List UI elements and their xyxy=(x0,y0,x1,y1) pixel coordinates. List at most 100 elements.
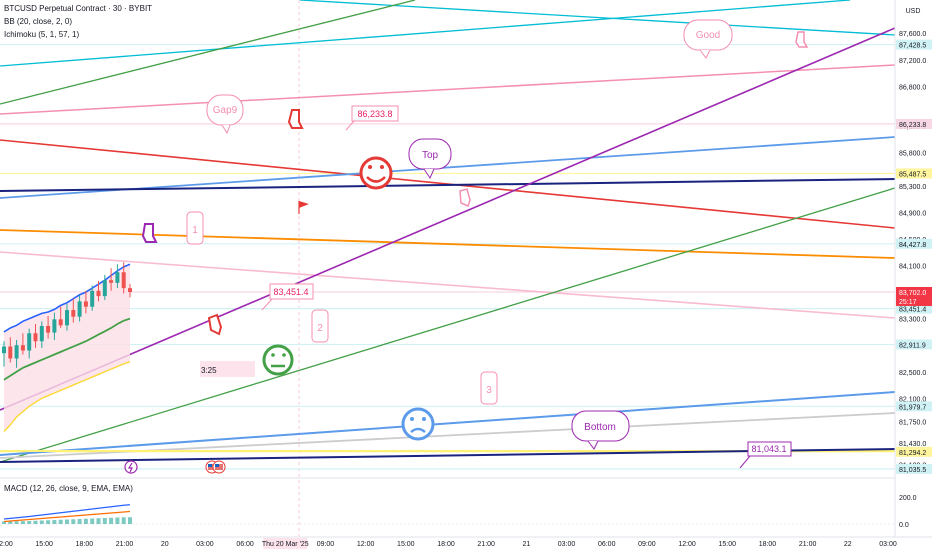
trend-line-cyan-rising xyxy=(0,0,851,67)
us-flag-icon[interactable] xyxy=(212,460,226,474)
candle xyxy=(14,339,19,368)
time-tick: 21:00 xyxy=(116,541,134,548)
price-label[interactable]: 85,487.5 xyxy=(896,168,932,179)
macd-histogram-bar xyxy=(65,519,69,524)
macd-histogram-bar xyxy=(102,518,107,524)
price-tick: 85,300.0 xyxy=(899,184,926,191)
wave-box-3[interactable]: 3 xyxy=(480,371,498,405)
time-range-box xyxy=(200,361,255,377)
macd-histogram-bar xyxy=(83,518,88,524)
bb-indicator-label[interactable]: BB (20, close, 2, 0) xyxy=(4,17,73,26)
candle xyxy=(33,323,38,348)
price-tick: 82,100.0 xyxy=(899,396,926,403)
macd-histogram-bar xyxy=(20,521,25,524)
candle xyxy=(52,312,57,340)
callout-81043[interactable]: 81,043.1 xyxy=(739,441,792,469)
trend-line-pink-falling xyxy=(0,251,895,319)
price-label[interactable]: 81,035.5 xyxy=(896,464,932,475)
price-tick: 81,750.0 xyxy=(899,420,926,427)
drawing-annotations: Gap9 86,233.8 Top Good 1 2 xyxy=(186,19,792,469)
price-label[interactable]: 84,427.8 xyxy=(896,238,932,249)
ichimoku-indicator-label[interactable]: Ichimoku (5, 1, 57, 1) xyxy=(4,30,80,39)
macd-signal-line xyxy=(3,510,131,523)
candle xyxy=(8,337,13,363)
chart-icons xyxy=(124,31,809,474)
symbol-title[interactable]: BTCUSD Perpetual Contract · 30 · BYBIT xyxy=(4,4,153,13)
neutral-face-icon[interactable] xyxy=(262,344,294,376)
macd-histogram-bar xyxy=(71,519,76,524)
macd-histogram-bar xyxy=(109,517,114,524)
hand-pointer-icon[interactable] xyxy=(207,313,223,336)
price-label[interactable]: 81,979.7 xyxy=(896,401,932,412)
hand-pointer-icon[interactable] xyxy=(795,31,809,48)
price-label-text: 85,487.5 xyxy=(899,171,926,178)
wave-box-2-text: 2 xyxy=(317,323,323,334)
macd-tick-200: 200.0 xyxy=(899,495,917,502)
gap9-bubble[interactable]: Gap9 xyxy=(206,94,244,135)
price-label[interactable]: 81,294.2 xyxy=(896,446,932,457)
price-scale[interactable] xyxy=(895,0,932,550)
time-tick: 20 xyxy=(161,541,169,548)
flag-icon[interactable] xyxy=(298,201,309,214)
candle xyxy=(58,306,63,328)
candle xyxy=(128,284,132,298)
macd-histogram-bar xyxy=(115,517,120,524)
time-tick: 12:00 xyxy=(0,541,13,548)
hand-pointer-icon[interactable] xyxy=(459,188,471,208)
trend-line-blue-lower xyxy=(0,391,895,456)
bb-upper-line xyxy=(3,263,131,333)
sad-face-icon[interactable] xyxy=(401,407,435,441)
time-tick: 21:00 xyxy=(477,541,495,548)
candle xyxy=(39,321,44,348)
price-label-text: 87,428.5 xyxy=(899,43,926,50)
callout-86233[interactable]: 86,233.8 xyxy=(345,105,399,131)
callout-86233-text: 86,233.8 xyxy=(357,109,392,119)
callout-81043-text: 81,043.1 xyxy=(751,444,786,454)
time-tick: 12:00 xyxy=(357,541,375,548)
time-tick: 06:00 xyxy=(598,541,616,548)
price-label[interactable]: 82,911.9 xyxy=(896,339,932,350)
candle xyxy=(121,262,126,294)
macd-indicator-label[interactable]: MACD (12, 26, close, 9, EMA, EMA) xyxy=(4,484,133,493)
candlesticks xyxy=(2,262,132,368)
callout-83451[interactable]: 83,451.4 xyxy=(261,283,314,311)
time-scale[interactable]: 12:00 15:00 18:00 21:00 20 03:00 06:00 Thu 20 M… xyxy=(0,538,897,549)
callout-83451-text: 83,451.4 xyxy=(273,287,308,297)
hand-pointer-icon[interactable] xyxy=(287,109,304,129)
wave-box-2[interactable]: 2 xyxy=(311,309,329,343)
hand-pointer-icon[interactable] xyxy=(141,223,158,243)
price-tick: 84,100.0 xyxy=(899,264,926,271)
price-label[interactable]: 86,233.8 xyxy=(896,118,932,129)
time-tick: 03:00 xyxy=(879,541,897,548)
top-bubble[interactable]: Top xyxy=(408,138,452,180)
trend-line-purple xyxy=(0,27,895,411)
price-label[interactable]: 83,451.4 xyxy=(896,303,932,314)
lightning-icon[interactable] xyxy=(124,460,138,474)
price-label-text: 86,233.8 xyxy=(899,122,926,129)
time-tick: 22 xyxy=(844,541,852,548)
price-tick: 82,500.0 xyxy=(899,370,926,377)
time-tick: 21:00 xyxy=(799,541,817,548)
bb-lower-line xyxy=(3,361,131,433)
happy-face-icon[interactable] xyxy=(359,156,393,190)
good-bubble[interactable]: Good xyxy=(683,19,733,59)
macd-tick-0: 0.0 xyxy=(899,522,909,529)
time-tick: 18:00 xyxy=(437,541,455,548)
bottom-bubble[interactable]: Bottom xyxy=(571,410,630,450)
currency-label[interactable]: USD xyxy=(906,8,921,15)
time-tick: 18:00 xyxy=(76,541,94,548)
candle xyxy=(83,290,88,314)
price-label-text: 82,911.9 xyxy=(899,342,926,349)
price-label[interactable]: 87,428.5 xyxy=(896,39,932,50)
trend-line-navy-lower xyxy=(0,448,895,463)
price-label[interactable]: 83,702.0 xyxy=(896,286,932,297)
price-label-text: 81,294.2 xyxy=(899,450,926,457)
wave-box-1[interactable]: 1 xyxy=(186,211,204,245)
trend-line-blue-upper xyxy=(0,136,895,199)
macd-histogram-bar xyxy=(58,519,63,524)
price-tick: 87,200.0 xyxy=(899,58,926,65)
macd-histogram-bar xyxy=(27,521,32,524)
wave-box-3-text: 3 xyxy=(486,385,492,396)
